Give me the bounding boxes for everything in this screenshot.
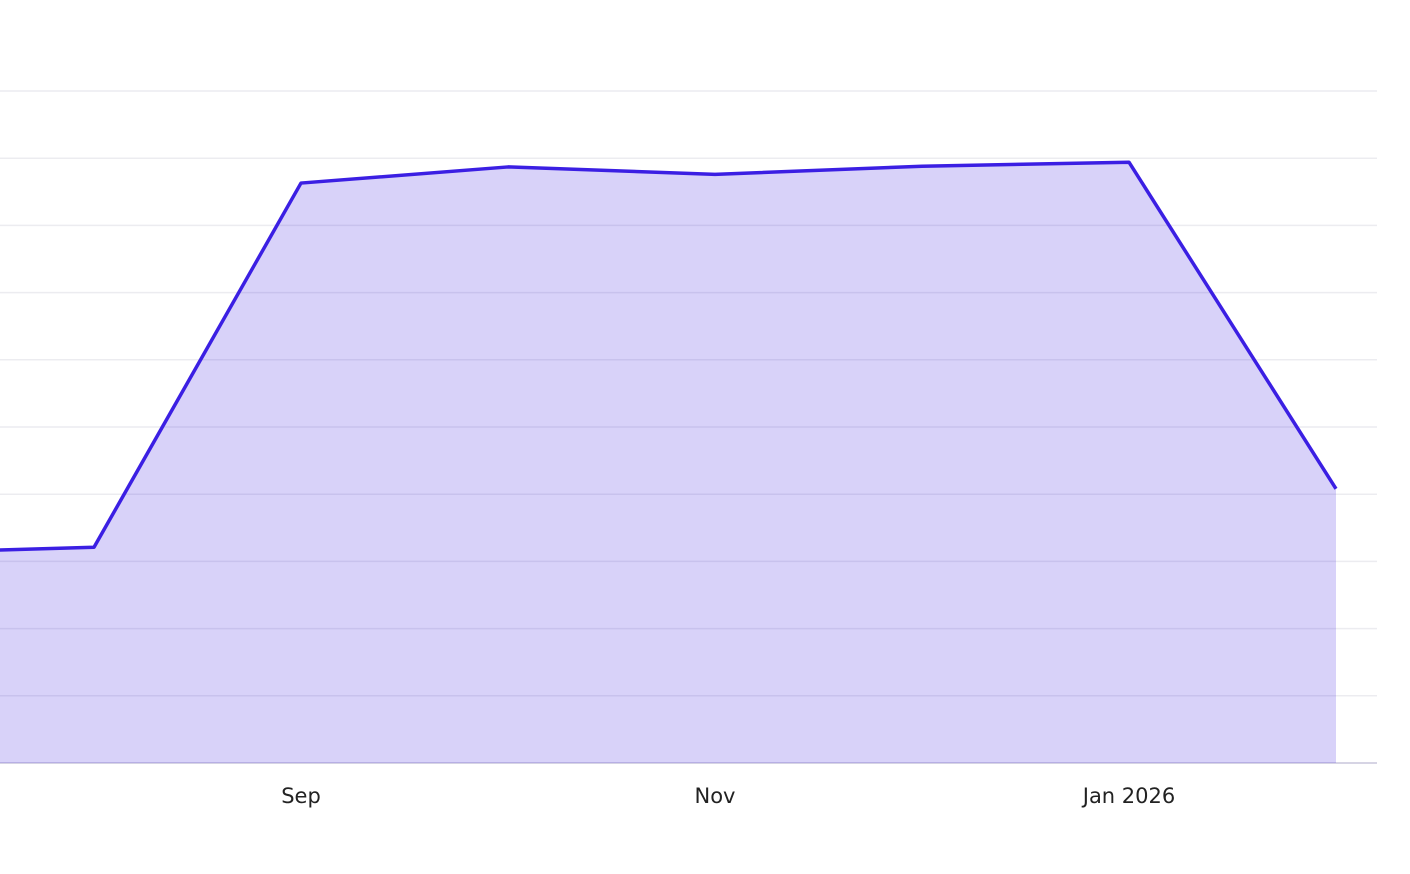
area-fill <box>0 162 1336 763</box>
plot-area <box>0 90 1377 764</box>
area-line <box>0 160 1338 552</box>
x-tick-label: Sep <box>281 784 321 808</box>
x-tick-label: Nov <box>695 784 736 808</box>
x-tick-label: Jan 2026 <box>1081 784 1176 808</box>
